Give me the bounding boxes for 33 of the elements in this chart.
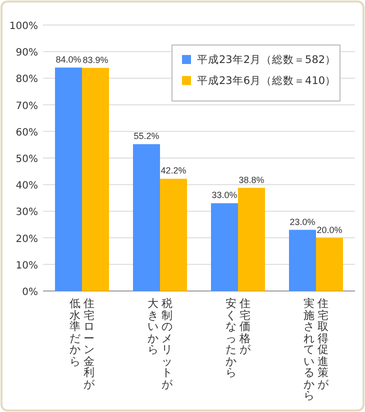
data-label: 38.8% xyxy=(238,174,264,185)
bar xyxy=(289,230,316,291)
y-tick-label: 40% xyxy=(16,180,38,192)
y-tick-label: 10% xyxy=(16,260,38,272)
data-label: 23.0% xyxy=(290,216,316,227)
category-label: 住宅取得促進策が実施されているから xyxy=(304,297,328,402)
y-tick-label: 30% xyxy=(16,207,38,218)
data-label: 84.0% xyxy=(56,54,82,65)
category-label: 住宅ローン金利が低水準だから xyxy=(70,297,94,390)
y-tick-label: 20% xyxy=(16,234,38,245)
data-label: 83.9% xyxy=(82,54,108,65)
category-label: 税制のメリットが大きいから xyxy=(148,297,172,390)
bar xyxy=(82,68,109,291)
y-tick-label: 100% xyxy=(9,21,38,32)
data-label: 33.0% xyxy=(212,190,238,200)
legend-label: 平成23年2月（総数＝582） xyxy=(197,53,336,66)
bar xyxy=(211,203,238,291)
y-tick-label: 90% xyxy=(16,48,38,59)
y-tick-label: 0% xyxy=(22,287,38,298)
data-label: 55.2% xyxy=(134,131,160,142)
y-tick-label: 80% xyxy=(16,74,38,86)
bar xyxy=(55,68,82,291)
data-label: 20.0% xyxy=(316,224,342,235)
bar xyxy=(238,188,265,291)
legend-label: 平成23年6月（総数＝410） xyxy=(197,74,336,87)
y-tick-label: 70% xyxy=(16,100,38,112)
y-tick-label: 60% xyxy=(16,127,38,138)
bar xyxy=(160,178,187,291)
bar xyxy=(316,238,343,291)
bar xyxy=(133,144,160,291)
y-tick-label: 50% xyxy=(16,154,38,165)
category-label: 住宅価格が安くなったから xyxy=(226,297,250,379)
data-label: 42.2% xyxy=(160,166,186,176)
